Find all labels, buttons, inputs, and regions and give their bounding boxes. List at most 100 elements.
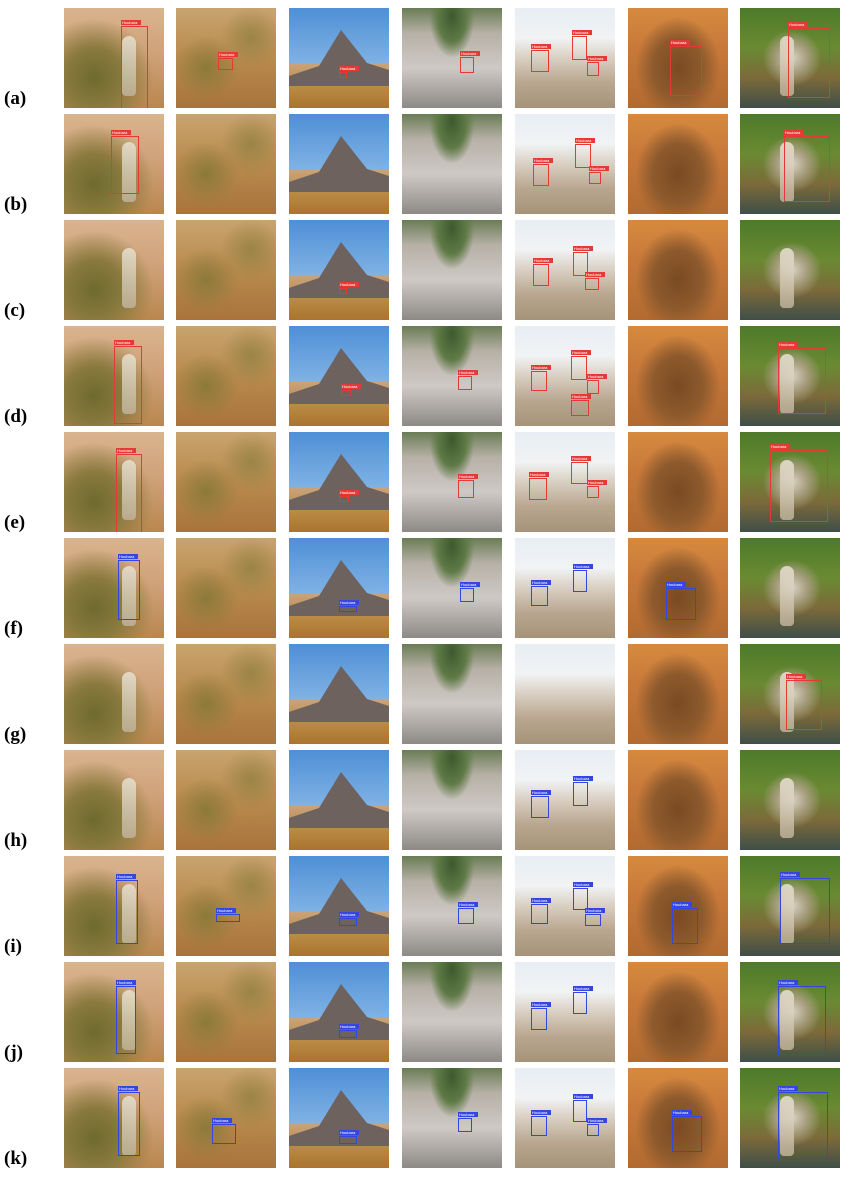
- detection-box: Houbara: [585, 272, 605, 290]
- detection-box: Houbara: [339, 490, 359, 502]
- detection-label: Houbara: [531, 44, 551, 49]
- image-tile-volcanic-hill: Houbara: [289, 962, 389, 1062]
- image-tile-desert-scrub: Houbara: [176, 856, 276, 956]
- detection-box: Houbara: [121, 20, 148, 108]
- image-tile-desert-scrub: Houbara: [176, 1068, 276, 1168]
- detection-box: Houbara: [778, 1086, 828, 1160]
- detection-box: Houbara: [587, 374, 607, 394]
- detection-box: Houbara: [573, 1094, 593, 1122]
- detection-box: Houbara: [458, 474, 478, 498]
- image-tile-bush-closeup: [628, 220, 728, 320]
- detection-label: Houbara: [589, 166, 609, 171]
- detection-box: Houbara: [341, 384, 361, 396]
- detection-label: Houbara: [216, 908, 236, 913]
- image-tile-stony-plain-with-shrubs: Houbara: [402, 538, 502, 638]
- image-tile-bird-in-dry-grass: Houbara: [64, 538, 164, 638]
- hill-shape: [289, 30, 389, 86]
- row-label: (h): [4, 830, 28, 851]
- image-tile-bird-standing-closeup: Houbara: [740, 114, 840, 214]
- detection-label: Houbara: [587, 480, 607, 485]
- image-tile-bird-in-dry-grass: [64, 750, 164, 850]
- detection-label: Houbara: [571, 350, 591, 355]
- detection-box: Houbara: [589, 166, 609, 184]
- row-label: (j): [4, 1042, 23, 1063]
- image-tile-bird-standing-closeup: Houbara: [740, 962, 840, 1062]
- detection-label: Houbara: [666, 582, 686, 587]
- image-tile-stony-plain-with-shrubs: [402, 114, 502, 214]
- detection-label: Houbara: [531, 898, 551, 903]
- image-tile-bird-standing-closeup: [740, 220, 840, 320]
- detection-label: Houbara: [118, 554, 138, 559]
- bird-silhouette: [122, 1096, 136, 1156]
- image-tile-volcanic-hill: Houbara: [289, 326, 389, 426]
- detection-box: Houbara: [672, 1110, 702, 1152]
- detection-box: Houbara: [786, 674, 822, 730]
- image-tile-volcanic-hill: [289, 114, 389, 214]
- bird-silhouette: [780, 460, 794, 520]
- bird-silhouette: [780, 1096, 794, 1156]
- row-label: (g): [4, 724, 27, 745]
- detection-box: Houbara: [531, 580, 551, 606]
- detection-box: Houbara: [116, 980, 136, 1054]
- image-tile-flock-on-bright-plain: Houbara Houbara: [515, 538, 615, 638]
- row-label: (c): [4, 300, 26, 321]
- detection-label: Houbara: [573, 564, 593, 569]
- detection-label: Houbara: [670, 40, 690, 45]
- image-tile-bush-closeup: [628, 644, 728, 744]
- detection-box: Houbara: [571, 456, 591, 484]
- detection-label: Houbara: [573, 986, 593, 991]
- detection-label: Houbara: [784, 130, 804, 135]
- detection-label: Houbara: [573, 882, 593, 887]
- detection-box: Houbara: [788, 22, 830, 98]
- bird-silhouette: [122, 990, 136, 1050]
- image-tile-bush-closeup: [628, 750, 728, 850]
- image-tile-bird-in-dry-grass: Houbara: [64, 326, 164, 426]
- bird-silhouette: [122, 248, 136, 308]
- hill-shape: [289, 348, 389, 404]
- image-tile-bird-in-dry-grass: Houbara: [64, 432, 164, 532]
- detection-box: Houbara: [575, 138, 595, 168]
- image-tile-bush-closeup: Houbara: [628, 856, 728, 956]
- detection-box: Houbara: [531, 365, 551, 391]
- detection-label: Houbara: [460, 51, 480, 56]
- detection-label: Houbara: [672, 902, 692, 907]
- detection-label: Houbara: [587, 1118, 607, 1123]
- detection-box: Houbara: [672, 902, 698, 944]
- bird-silhouette: [122, 778, 136, 838]
- image-tile-bush-closeup: [628, 432, 728, 532]
- detection-label: Houbara: [778, 980, 798, 985]
- detection-label: Houbara: [531, 1110, 551, 1115]
- image-tile-bird-in-dry-grass: Houbara: [64, 856, 164, 956]
- detection-label: Houbara: [114, 340, 134, 345]
- row-label: (b): [4, 194, 28, 215]
- image-tile-volcanic-hill: Houbara: [289, 220, 389, 320]
- detection-box: Houbara: [458, 1112, 478, 1132]
- bird-silhouette: [780, 354, 794, 414]
- image-tile-flock-on-bright-plain: Houbara Houbara Houbara: [515, 432, 615, 532]
- image-tile-bush-closeup: [628, 962, 728, 1062]
- bird-silhouette: [780, 248, 794, 308]
- detection-box: Houbara: [571, 350, 591, 380]
- image-tile-bird-in-dry-grass: Houbara: [64, 1068, 164, 1168]
- detection-label: Houbara: [587, 56, 607, 61]
- detection-box: Houbara: [531, 790, 551, 818]
- detection-box: Houbara: [531, 1110, 551, 1136]
- detection-label: Houbara: [573, 246, 593, 251]
- detection-box: Houbara: [116, 874, 138, 944]
- detection-box: Houbara: [339, 912, 359, 926]
- image-tile-flock-on-bright-plain: Houbara Houbara Houbara: [515, 114, 615, 214]
- bird-silhouette: [780, 672, 794, 732]
- image-tile-flock-on-bright-plain: Houbara Houbara Houbara Houbara: [515, 326, 615, 426]
- image-tile-bush-closeup: [628, 114, 728, 214]
- bird-silhouette: [122, 566, 136, 626]
- bird-silhouette: [122, 672, 136, 732]
- bird-silhouette: [780, 778, 794, 838]
- image-tile-bush-closeup: Houbara: [628, 8, 728, 108]
- image-tile-desert-scrub: [176, 962, 276, 1062]
- image-tile-stony-plain-with-shrubs: Houbara: [402, 856, 502, 956]
- image-tile-desert-scrub: [176, 432, 276, 532]
- detection-box: Houbara: [339, 1130, 359, 1144]
- detection-label: Houbara: [573, 776, 593, 781]
- bird-silhouette: [122, 884, 136, 944]
- detection-box: Houbara: [339, 600, 359, 612]
